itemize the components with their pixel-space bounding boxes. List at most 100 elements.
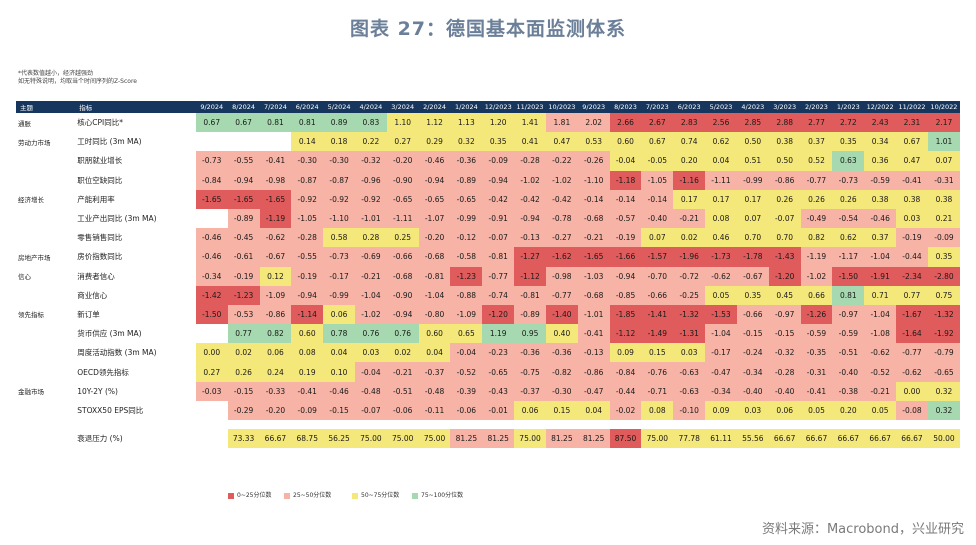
value-cell: -1.92 — [927, 324, 960, 344]
legend-swatch — [228, 492, 234, 499]
value-cell: -0.29 — [227, 400, 260, 420]
value-cell: -0.30 — [545, 381, 578, 401]
value-cell: 0.76 — [354, 324, 387, 344]
value-cell: -1.64 — [896, 324, 928, 344]
section-label — [16, 171, 75, 190]
value-cell: -0.57 — [609, 208, 642, 229]
value-cell: -0.73 — [323, 247, 355, 267]
value-cell: 0.62 — [705, 132, 737, 152]
value-cell: -0.59 — [800, 324, 833, 344]
legend-item: 0~25分位数 — [228, 490, 271, 499]
value-cell: -0.30 — [291, 151, 324, 171]
indicator-label: OECD领先指标 — [77, 367, 129, 377]
value-cell: -1.07 — [418, 208, 451, 229]
value-cell: -1.12 — [609, 324, 642, 344]
section-label — [16, 151, 75, 170]
value-cell: -0.10 — [673, 400, 706, 420]
value-cell: -0.61 — [227, 247, 260, 267]
value-cell: 0.83 — [354, 113, 387, 133]
value-cell: 0.38 — [927, 189, 960, 209]
value-cell: -0.21 — [354, 266, 387, 286]
value-cell: -1.41 — [641, 304, 674, 325]
value-cell: -0.04 — [450, 343, 483, 363]
value-cell: -0.52 — [864, 362, 897, 382]
value-cell: -1.50 — [832, 266, 865, 286]
indicator-label: 新订单 — [77, 309, 100, 319]
value-cell: 56.25 — [323, 429, 355, 448]
value-cell: -0.99 — [323, 285, 355, 305]
value-cell: -0.40 — [768, 381, 801, 401]
value-cell: -1.09 — [259, 285, 292, 305]
value-cell: -1.04 — [354, 285, 387, 305]
value-cell: -1.62 — [545, 247, 578, 267]
value-cell: 1.10 — [386, 113, 419, 133]
value-cell: -0.65 — [386, 189, 419, 209]
value-cell: -0.41 — [291, 381, 324, 401]
value-cell: -1.65 — [259, 189, 292, 209]
value-cell: 1.12 — [418, 113, 451, 133]
value-cell: -0.66 — [736, 304, 769, 325]
value-cell: 0.06 — [514, 400, 546, 420]
value-cell: 0.77 — [896, 285, 928, 305]
value-cell: -0.92 — [354, 189, 387, 209]
value-cell — [195, 400, 228, 420]
indicator-label: 职朋就业增长 — [77, 156, 123, 166]
value-cell: 87.50 — [609, 429, 642, 448]
value-cell: 0.37 — [864, 228, 897, 248]
value-cell: -1.85 — [609, 304, 642, 325]
value-cell: 0.04 — [705, 151, 737, 171]
value-cell — [227, 132, 260, 152]
value-cell: 0.40 — [545, 324, 578, 344]
value-cell: 2.72 — [832, 113, 865, 133]
value-cell: -0.14 — [641, 189, 674, 209]
indicator-label: 工业产出同比 (3m MA) — [77, 214, 157, 224]
value-cell: 0.20 — [673, 151, 706, 171]
value-cell: 66.67 — [832, 429, 865, 448]
value-cell: -0.48 — [354, 381, 387, 401]
value-cell: -0.46 — [323, 381, 355, 401]
value-cell: -0.32 — [354, 151, 387, 171]
value-cell: -0.77 — [482, 266, 515, 286]
value-cell: -0.68 — [577, 208, 610, 229]
value-cell: -0.41 — [896, 170, 928, 190]
value-cell: -1.10 — [323, 208, 355, 229]
value-cell: -0.53 — [227, 304, 260, 325]
value-cell: 0.25 — [386, 228, 419, 248]
value-cell: -0.41 — [259, 151, 292, 171]
value-cell: 1.19 — [482, 324, 515, 344]
value-cell: -0.77 — [545, 285, 578, 305]
legend-item: 75~100分位数 — [412, 490, 463, 499]
value-cell: -0.87 — [323, 170, 355, 190]
value-cell: -1.14 — [291, 304, 324, 325]
value-cell: -0.76 — [641, 362, 674, 382]
value-cell: -0.52 — [450, 362, 483, 382]
value-cell: 2.85 — [736, 113, 769, 133]
value-cell: -0.31 — [927, 170, 960, 190]
value-cell: 0.00 — [195, 343, 228, 363]
value-cell: 1.13 — [450, 113, 483, 133]
value-cell: 0.67 — [195, 113, 228, 133]
value-cell: 0.53 — [577, 132, 610, 152]
value-cell: -1.08 — [864, 324, 897, 344]
value-cell: -0.13 — [577, 343, 610, 363]
value-cell: -0.31 — [800, 362, 833, 382]
value-cell: -0.74 — [482, 285, 515, 305]
value-cell: 0.47 — [545, 132, 578, 152]
value-cell: -0.30 — [323, 151, 355, 171]
table-row: STOXX50 EPS同比 -0.29 -0.20 -0.09 -0.15 -0.07 -0… — [16, 400, 960, 420]
table-row: 商业信心 -1.42 -1.23 -1.09 -0.94 -0.99 -1.04 -0.90-… — [16, 285, 960, 305]
value-cell — [195, 324, 228, 344]
value-cell: -0.66 — [641, 285, 674, 305]
column-header: 12/2022 — [864, 101, 897, 113]
table-row: 职位空缺同比 -0.84 -0.94 -0.98 -0.87 -0.87 -0.96 -0.9… — [16, 170, 960, 190]
value-cell: -0.07 — [354, 400, 387, 420]
value-cell: -0.05 — [641, 151, 674, 171]
value-cell: 0.37 — [800, 132, 833, 152]
value-cell: -1.32 — [673, 304, 706, 325]
value-cell: -0.40 — [641, 208, 674, 229]
column-header: 11/2023 — [514, 101, 546, 113]
value-cell: -1.49 — [641, 324, 674, 344]
column-header: 9/2023 — [577, 101, 610, 113]
value-cell: -1.05 — [291, 208, 324, 229]
section-label: 房地产市场 — [18, 253, 51, 262]
